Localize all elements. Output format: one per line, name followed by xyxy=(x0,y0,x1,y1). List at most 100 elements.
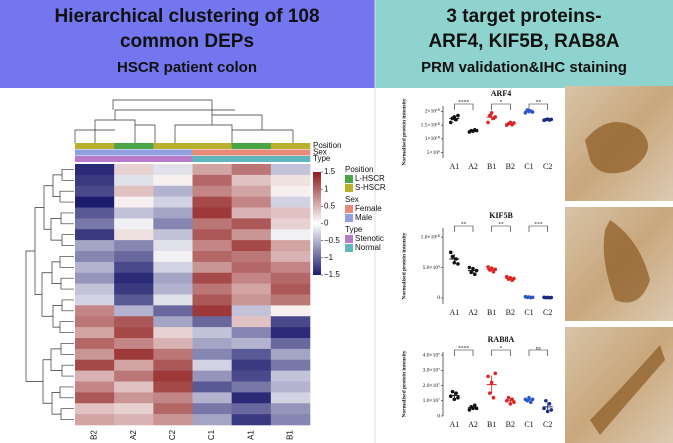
x-tick-label: B2 xyxy=(506,308,515,317)
heatmap-cell xyxy=(192,294,232,306)
legend-label: S-HSCR xyxy=(355,183,386,192)
x-tick-label: B2 xyxy=(506,420,515,429)
left-header xyxy=(0,0,375,88)
header-title: common DEPs xyxy=(120,31,254,52)
heatmap-cell xyxy=(231,261,272,274)
heatmap-cell xyxy=(114,251,154,263)
annotation-cell xyxy=(192,149,232,156)
heatmap-cell xyxy=(153,370,193,382)
heatmap-cell xyxy=(192,381,232,393)
colorbar-label: 1 xyxy=(324,184,329,193)
annotation-cell xyxy=(270,149,311,156)
heatmap-cell xyxy=(114,305,154,317)
annotation-cell xyxy=(270,156,311,162)
heatmap-cell xyxy=(153,381,193,393)
heatmap-cell xyxy=(192,327,232,339)
heatmap-cell xyxy=(231,218,272,230)
heatmap-cell xyxy=(75,207,115,219)
x-tick-label: B2 xyxy=(506,162,515,171)
legend-title: Sex xyxy=(345,195,359,204)
heatmap-cell xyxy=(114,359,154,371)
annotation-cell xyxy=(153,143,193,149)
heatmap-cell xyxy=(114,327,154,339)
heatmap-cell xyxy=(270,327,311,339)
x-tick-label: C1 xyxy=(524,308,533,317)
annotation-cell xyxy=(75,143,115,149)
heatmap-cell xyxy=(75,348,115,361)
heatmap-cell xyxy=(192,207,232,219)
heatmap-cell xyxy=(192,414,232,426)
heatmap-cell xyxy=(270,414,311,426)
heatmap-cell xyxy=(231,283,272,295)
heatmap-cell xyxy=(114,381,154,393)
legend-title: Type xyxy=(345,225,363,234)
heatmap-cell xyxy=(75,272,115,284)
heatmap-cell xyxy=(114,348,154,361)
row-dendrogram xyxy=(59,321,74,333)
row-dendrogram xyxy=(43,185,53,230)
data-point xyxy=(450,254,455,259)
heatmap-cell xyxy=(114,294,154,306)
row-dendrogram xyxy=(34,207,44,295)
x-tick-label: C1 xyxy=(524,162,533,171)
heatmap-cell xyxy=(153,305,193,317)
heatmap-cell xyxy=(231,359,272,371)
legend-swatch xyxy=(345,244,353,252)
plot-title: RAB8A xyxy=(488,335,515,344)
column-label: A2 xyxy=(129,430,138,440)
heatmap-cell xyxy=(231,240,272,252)
heatmap-cell xyxy=(231,272,272,284)
heatmap-cell xyxy=(231,316,272,328)
heatmap-cell xyxy=(153,272,193,284)
x-tick-label: C2 xyxy=(543,420,552,429)
row-dendrogram xyxy=(50,218,62,241)
heatmap-cell xyxy=(270,338,311,350)
annotation-cell xyxy=(153,149,193,156)
annotation-cell xyxy=(75,149,115,156)
legend-label: Normal xyxy=(355,243,381,252)
significance-bracket xyxy=(454,225,474,232)
y-tick-label: 2.0×10⁷ xyxy=(423,383,440,389)
heatmap-cell xyxy=(153,229,193,241)
heatmap-cell xyxy=(270,196,311,208)
column-label: C2 xyxy=(168,429,177,440)
heatmap-cell xyxy=(75,164,115,176)
data-point xyxy=(448,394,453,398)
heatmap-cell xyxy=(231,392,272,404)
heatmap-cell xyxy=(75,229,115,241)
significance-bracket xyxy=(528,349,548,356)
significance-label: ns xyxy=(536,345,541,351)
colorbar-label: −1 xyxy=(324,253,334,262)
heatmap-cell xyxy=(231,305,272,317)
colorbar-label: 0.5 xyxy=(324,201,336,210)
heatmap-cell xyxy=(153,283,193,295)
significance-label: ** xyxy=(536,99,542,105)
significance-label: ** xyxy=(461,221,467,227)
legend-label: Female xyxy=(355,204,382,213)
heatmap-cell xyxy=(270,261,311,274)
heatmap-cell xyxy=(231,251,272,263)
heatmap-cell xyxy=(75,294,115,306)
heatmap-cell xyxy=(114,174,154,187)
y-axis-label: Normalised protein intensity xyxy=(401,350,407,417)
legend-swatch xyxy=(345,205,353,213)
heatmap-cell xyxy=(270,359,311,371)
y-tick-label: 5.0×10⁹ xyxy=(423,265,440,271)
significance-label: ** xyxy=(498,221,504,227)
heatmap-cell xyxy=(114,272,154,284)
significance-label: **** xyxy=(458,345,469,351)
annotation-cell xyxy=(114,156,154,162)
heatmap-cell xyxy=(192,348,232,361)
heatmap-cell xyxy=(114,403,154,415)
heatmap-cell xyxy=(192,251,232,263)
y-tick-label: 2×10¹⁰ xyxy=(425,108,441,115)
heatmap-cell xyxy=(231,348,272,361)
heatmap-cell xyxy=(192,196,232,208)
heatmap-cell xyxy=(231,207,272,219)
heatmap-cell xyxy=(75,414,115,426)
annotation-cell xyxy=(114,149,154,156)
row-dendrogram xyxy=(52,305,62,328)
data-point xyxy=(486,265,490,269)
significance-bracket xyxy=(454,103,474,110)
